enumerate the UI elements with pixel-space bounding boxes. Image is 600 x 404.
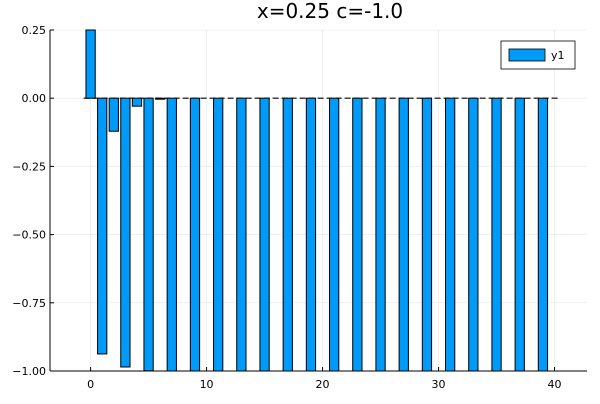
y-tick-label: 0.25 [22, 24, 47, 37]
bar [329, 97, 340, 372]
x-tick-label: 40 [548, 378, 562, 391]
chart-title: x=0.25 c=-1.0 [257, 0, 403, 23]
bar [445, 97, 456, 372]
grid-lines [50, 29, 587, 372]
y-tick-label: 0.00 [22, 92, 47, 105]
bar [282, 97, 293, 372]
y-tick-label: −0.75 [12, 297, 46, 310]
bar [398, 97, 409, 372]
x-tick-label: 20 [316, 378, 330, 391]
bar [120, 97, 131, 368]
bar [155, 97, 166, 100]
y-tick-label: −0.50 [12, 229, 46, 242]
x-tick-label: 0 [87, 378, 94, 391]
bar [85, 29, 96, 99]
bar [166, 97, 177, 372]
x-tick-label: 30 [432, 378, 446, 391]
bar [236, 97, 247, 372]
bars [85, 29, 549, 372]
x-tick-label: 10 [200, 378, 214, 391]
bar [189, 97, 201, 372]
bar [259, 97, 270, 372]
legend-label-y1: y1 [551, 49, 565, 62]
bar [352, 97, 363, 372]
axes [49, 30, 587, 372]
y-tick-label: −0.25 [12, 160, 46, 173]
bar [468, 97, 479, 372]
bar [97, 97, 108, 355]
y-axis-ticks: 0.25 0.00 −0.25 −0.50 −0.75 −1.00 [12, 24, 54, 378]
bar [375, 97, 386, 372]
bar [305, 97, 317, 372]
legend: y1 [500, 40, 576, 70]
bar [537, 97, 549, 372]
bar [514, 97, 525, 372]
bar [491, 97, 502, 372]
bar [421, 97, 433, 372]
bar [131, 97, 143, 107]
x-axis-ticks: 0 10 20 30 40 [87, 367, 562, 391]
bar [143, 97, 154, 372]
y-tick-label: −1.00 [12, 365, 46, 378]
legend-swatch-y1 [508, 48, 546, 62]
bar [108, 97, 119, 132]
bar [213, 97, 224, 372]
